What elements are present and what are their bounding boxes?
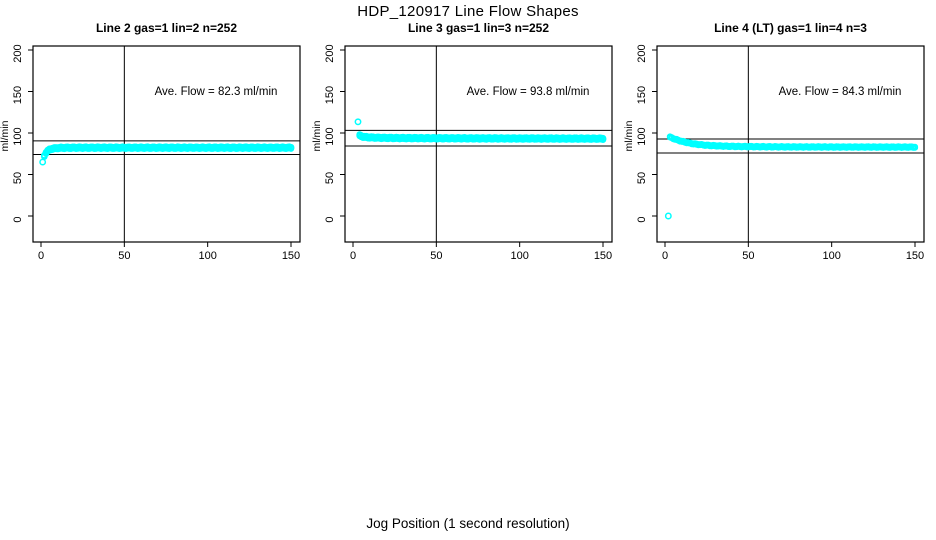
panel-box [344,45,613,243]
x-tick-label: 150 [594,250,612,262]
panel-title-line3: Line 3 gas=1 lin=3 n=252 [407,21,550,35]
plots-svg: 0 50 100 150 200 0 50 100 150 ml/min Ave. Flow = 8… [0,44,925,262]
y-axis-unit-label: ml/min [311,120,323,151]
panel-box [32,45,301,243]
y-tick-label: 150 [636,86,648,104]
panel-box [656,45,925,243]
data-point [911,143,919,150]
panel-title-line2: Line 2 gas=1 lin=2 n=252 [95,21,238,35]
main-title: HDP_120917 Line Flow Shapes [357,3,579,20]
x-axis-label: Jog Position (1 second resolution) [366,516,570,531]
y-tick-label: 150 [324,86,336,104]
y-tick-label: 0 [324,216,336,222]
x-tick-label: 50 [118,250,130,262]
data-point [287,143,295,151]
ave-flow-annotation: Ave. Flow = 93.8 ml/min [467,86,590,98]
y-tick-label: 200 [636,44,648,62]
y-axis-unit-label: ml/min [623,120,635,151]
x-tick-label: 50 [742,250,754,262]
panel-title-line4: Line 4 (LT) gas=1 lin=4 n=3 [714,21,867,35]
ave-flow-annotation: Ave. Flow = 82.3 ml/min [155,86,278,98]
y-tick-label: 50 [324,172,336,184]
ave-flow-annotation: Ave. Flow = 84.3 ml/min [779,86,902,98]
x-tick-label: 50 [430,250,442,262]
x-tick-label: 150 [906,250,924,262]
data-point-outlier [39,158,47,166]
y-tick-label: 150 [12,86,24,104]
y-tick-label: 200 [12,44,24,62]
data-point [599,134,607,142]
x-tick-label: 150 [282,250,300,262]
data-point-outlier [664,212,672,220]
x-tick-label: 100 [510,250,528,262]
y-tick-label: 50 [636,172,648,184]
y-tick-label: 50 [12,172,24,184]
y-tick-label: 100 [12,127,24,145]
x-tick-label: 0 [350,250,356,262]
y-tick-label: 200 [324,44,336,62]
y-axis-unit-label: ml/min [0,120,11,151]
x-tick-label: 100 [822,250,840,262]
data-point-outlier [354,118,362,126]
x-tick-label: 0 [662,250,668,262]
x-tick-label: 100 [198,250,216,262]
y-tick-label: 100 [636,127,648,145]
y-tick-label: 0 [12,216,24,222]
y-tick-label: 0 [636,216,648,222]
x-tick-label: 0 [38,250,44,262]
y-tick-label: 100 [324,127,336,145]
